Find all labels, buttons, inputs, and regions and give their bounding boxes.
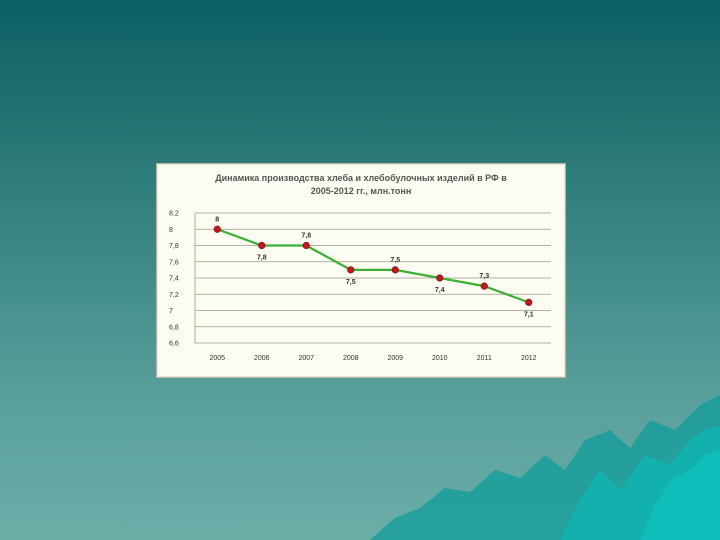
- x-tick-label: 2005: [209, 355, 225, 362]
- chart-card: Динамика производства хлеба и хлебобулоч…: [156, 163, 566, 378]
- data-label: 7,5: [390, 257, 400, 264]
- data-point: [391, 266, 399, 274]
- chart-title-line1: Динамика производства хлеба и хлебобулоч…: [215, 173, 507, 183]
- data-point: [258, 241, 266, 250]
- line-chart: 8,2 8 7,8 7,6 7,4 7,2 7 6,8 6,6 2005 2006 2007 2008 2…: [169, 211, 551, 362]
- data-label: 8: [215, 216, 219, 223]
- x-tick-label: 2009: [387, 355, 403, 362]
- y-tick-label: 7: [169, 308, 173, 315]
- data-point: [480, 282, 488, 290]
- y-tick-label: 7,6: [169, 259, 179, 266]
- data-label: 7,1: [524, 311, 534, 318]
- series-line: [216, 228, 530, 304]
- x-tick-label: 2007: [298, 355, 314, 362]
- data-label: 7,5: [346, 279, 356, 286]
- chart-title: Динамика производства хлеба и хлебобулоч…: [157, 172, 565, 198]
- y-tick-label: 6,8: [169, 324, 179, 331]
- data-point: [436, 274, 444, 282]
- x-tick-label: 2011: [477, 355, 492, 362]
- data-point: [213, 225, 221, 233]
- x-tick-label: 2006: [254, 355, 270, 362]
- y-tick-label: 7,4: [169, 276, 179, 283]
- y-tick-label: 8: [169, 227, 173, 234]
- data-point: [347, 266, 355, 274]
- y-tick-label: 6,6: [169, 341, 179, 348]
- data-point: [525, 298, 533, 306]
- chart-title-line2: 2005-2012 гг., млн.тонн: [310, 186, 412, 196]
- data-label: 7,8: [301, 233, 311, 240]
- data-point: [302, 241, 310, 250]
- x-tick-label: 2012: [521, 355, 537, 362]
- x-tick-label: 2008: [343, 355, 359, 362]
- x-tick-label: 2010: [432, 355, 448, 362]
- y-tick-label: 7,2: [169, 292, 179, 299]
- y-tick-label: 8,2: [169, 211, 179, 218]
- y-tick-label: 7,8: [169, 243, 179, 250]
- data-label: 7,8: [257, 255, 267, 262]
- data-label: 7,4: [435, 287, 445, 294]
- data-label: 7,3: [479, 273, 489, 280]
